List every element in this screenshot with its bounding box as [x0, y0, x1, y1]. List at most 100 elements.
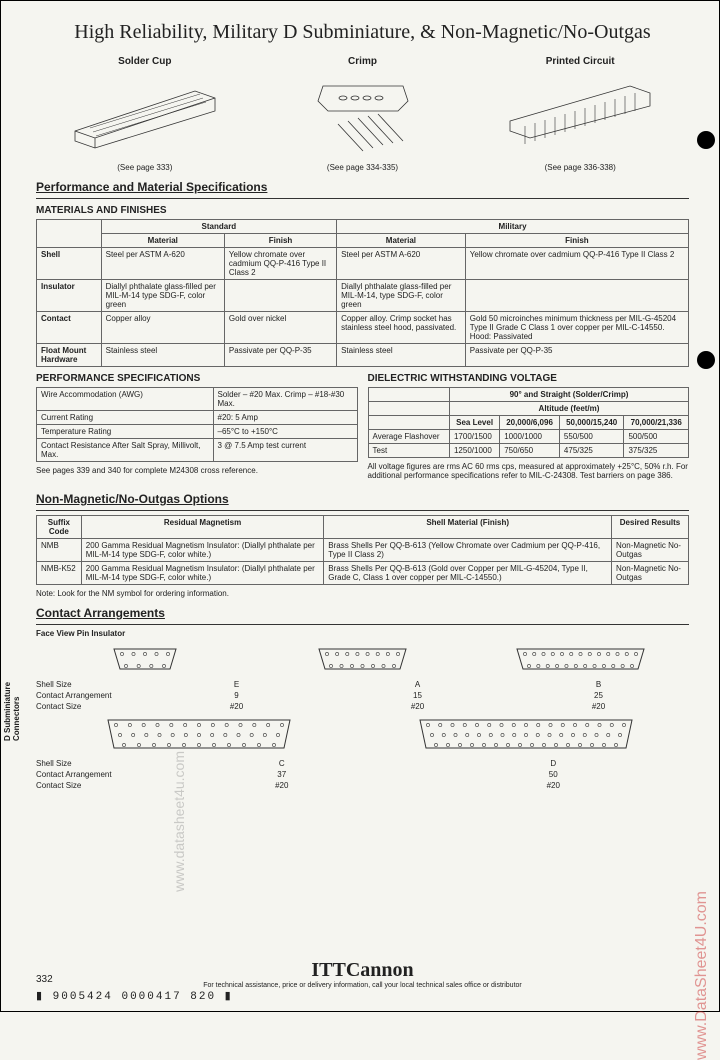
table-cell: Yellow chromate over cadmium QQ-P-416 Ty… [465, 248, 688, 280]
table-header: Suffix Code [37, 516, 82, 539]
arrangement-label-row: Shell SizeEAB [36, 680, 689, 689]
table-row: Temperature Rating–65°C to +150°C [37, 425, 358, 439]
table-cell: Test [368, 444, 449, 458]
connector-printed-circuit: Printed Circuit (See page 336-338) [471, 56, 689, 172]
table-cell: Yellow chromate over cadmium QQ-P-416 Ty… [224, 248, 336, 280]
table-cell: Non-Magnetic No-Outgas [612, 562, 689, 585]
hole-punch-dot [697, 131, 715, 149]
table-cell: 375/325 [624, 444, 689, 458]
connector-types-row: Solder Cup (See page 333) Crimp [36, 56, 689, 172]
nonmag-table: Suffix CodeResidual MagnetismShell Mater… [36, 515, 689, 585]
barcode-digits: 9005424 0000417 820 [53, 991, 216, 1003]
contact-arrangements-block: Shell SizeEABContact Arrangement91525Con… [36, 646, 689, 790]
section-nonmag: Non-Magnetic/No-Outgas Options [36, 492, 689, 506]
section-rule [36, 624, 689, 625]
table-header: Desired Results [612, 516, 689, 539]
table-header [368, 416, 449, 430]
table-cell: Shell [37, 248, 102, 280]
table-cell: Brass Shells Per QQ-B-613 (Gold over Cop… [324, 562, 612, 585]
table-header: Shell Material (Finish) [324, 516, 612, 539]
arrangement-value: 50 [418, 770, 690, 779]
table-cell: Passivate per QQ-P-35 [224, 344, 336, 367]
table-cell: Diallyl phthalate glass-filled per MIL-M… [101, 280, 224, 312]
table-cell: #20: 5 Amp [213, 411, 357, 425]
table-row: ShellSteel per ASTM A-620Yellow chromate… [37, 248, 689, 280]
table-header: Material [337, 234, 466, 248]
connector-solder-cup: Solder Cup (See page 333) [36, 56, 254, 172]
arrangement-value: #20 [418, 781, 690, 790]
brand-logo: ITTCannon [36, 959, 689, 982]
nonmag-note: Note: Look for the NM symbol for orderin… [36, 589, 689, 598]
table-row: Test1250/1000750/650475/325375/325 [368, 444, 689, 458]
table-cell: Gold 50 microinches minimum thickness pe… [465, 312, 688, 344]
table-cell: Stainless steel [101, 344, 224, 367]
table-cell: 1000/1000 [500, 430, 560, 444]
materials-finishes-table: StandardMilitaryMaterialFinishMaterialFi… [36, 219, 689, 367]
arrangement-label-name: Contact Size [36, 702, 146, 711]
table-header: Finish [224, 234, 336, 248]
table-cell: 475/325 [559, 444, 624, 458]
arrangement-label-row: Contact Size#20#20 [36, 781, 689, 790]
performance-spec-table: Wire Accommodation (AWG)Solder – #20 Max… [36, 387, 358, 462]
table-header: Finish [465, 234, 688, 248]
table-row: Contact Resistance After Salt Spray, Mil… [37, 439, 358, 462]
connector-crimp: Crimp (See page 334-335) [254, 56, 472, 172]
page-footer: 332 ITTCannon For technical assistance, … [36, 959, 689, 1003]
subsection-dielectric: DIELECTRIC WITHSTANDING VOLTAGE [368, 373, 690, 384]
subsection-perfspec: PERFORMANCE SPECIFICATIONS [36, 373, 358, 384]
connector-illustration [254, 71, 472, 161]
dielectric-note: All voltage figures are rms AC 60 rms cp… [368, 462, 690, 480]
table-row: NMB200 Gamma Residual Magnetism Insulato… [37, 539, 689, 562]
table-cell: Copper alloy [101, 312, 224, 344]
table-row: Float Mount HardwareStainless steelPassi… [37, 344, 689, 367]
arrangement-label-row: Contact Size#20#20#20 [36, 702, 689, 711]
table-header: Sea Level [449, 416, 499, 430]
table-cell: –65°C to +150°C [213, 425, 357, 439]
barcode-text: ▮ 9005424 0000417 820 ▮ [36, 989, 689, 1003]
connector-caption: (See page 336-338) [471, 163, 689, 172]
table-cell: 750/650 [500, 444, 560, 458]
arrangement-value: E [146, 680, 327, 689]
section-rule [36, 510, 689, 511]
brand-subtext: For technical assistance, price or deliv… [36, 982, 689, 989]
arrangement-shape-row [36, 646, 689, 674]
arrangement-value: 15 [327, 691, 508, 700]
table-cell [224, 280, 336, 312]
table-row: Current Rating#20: 5 Amp [37, 411, 358, 425]
dsub-shape [36, 717, 363, 753]
arrangement-label-name: Contact Size [36, 781, 146, 790]
arrangement-value: #20 [146, 702, 327, 711]
table-header: 90° and Straight (Solder/Crimp) [449, 388, 688, 402]
dsub-shape [254, 646, 472, 674]
arrangement-label-row: Shell SizeCD [36, 759, 689, 768]
table-cell: NMB-K52 [37, 562, 82, 585]
arrangement-value: A [327, 680, 508, 689]
table-header: 50,000/15,240 [559, 416, 624, 430]
watermark-right: www.DataSheet4U.com [693, 891, 711, 1060]
table-cell: Wire Accommodation (AWG) [37, 388, 214, 411]
page-number: 332 [36, 974, 53, 985]
table-header: Altitude (feet/m) [449, 402, 688, 416]
table-cell: Temperature Rating [37, 425, 214, 439]
arrangement-value: B [508, 680, 689, 689]
arrangement-value: D [418, 759, 690, 768]
connector-illustration [471, 71, 689, 161]
table-cell: 200 Gamma Residual Magnetism Insulator: … [81, 539, 324, 562]
table-cell: Contact Resistance After Salt Spray, Mil… [37, 439, 214, 462]
arrangement-label-name: Contact Arrangement [36, 691, 146, 700]
table-row: ContactCopper alloyGold over nickelCoppe… [37, 312, 689, 344]
arrangement-label-name: Contact Arrangement [36, 770, 146, 779]
connector-illustration [36, 71, 254, 161]
face-view-label: Face View Pin Insulator [36, 629, 689, 638]
dielectric-table: 90° and Straight (Solder/Crimp)Altitude … [368, 387, 690, 458]
table-cell: Stainless steel [337, 344, 466, 367]
subsection-materials: MATERIALS AND FINISHES [36, 205, 689, 216]
section-perfmat: Performance and Material Specifications [36, 180, 689, 194]
table-cell: 550/500 [559, 430, 624, 444]
dsub-shape [471, 646, 689, 674]
dsub-shape [363, 717, 690, 753]
table-cell: Insulator [37, 280, 102, 312]
hole-punch-dot [697, 351, 715, 369]
table-cell: 200 Gamma Residual Magnetism Insulator: … [81, 562, 324, 585]
table-header: 70,000/21,336 [624, 416, 689, 430]
